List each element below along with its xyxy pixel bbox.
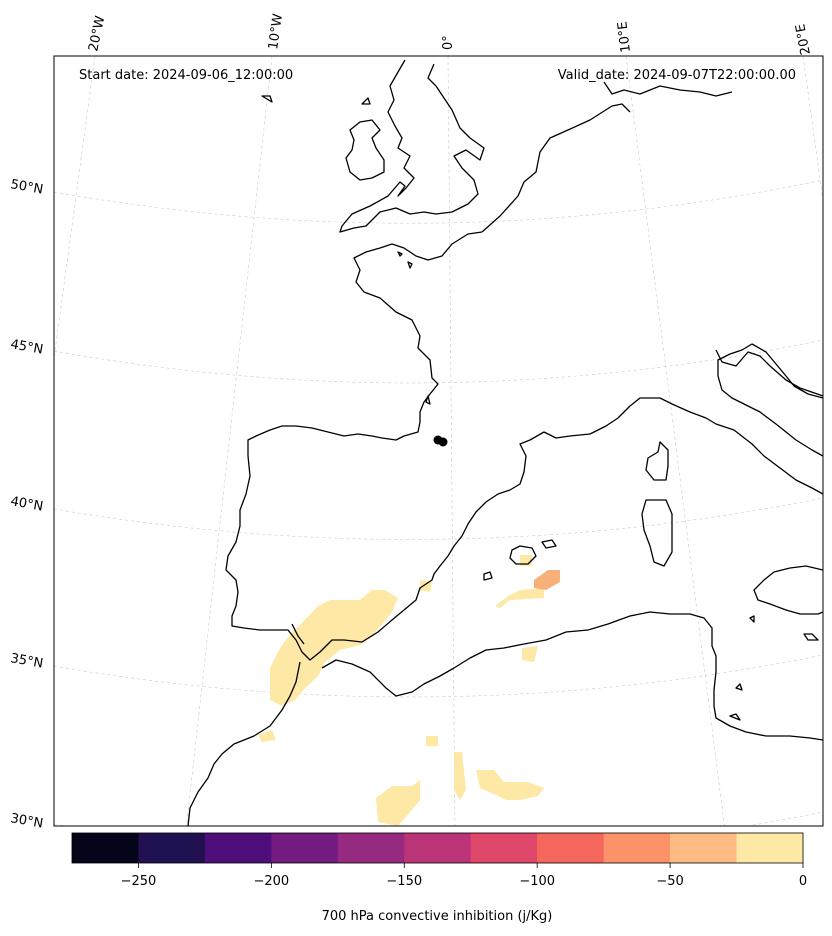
- coast-italy: [717, 343, 823, 457]
- coast-small-islands-channel: [397, 251, 413, 269]
- colorbar-tick-label: 0: [799, 874, 807, 889]
- colorbar-tick-label: −100: [519, 874, 555, 889]
- colorbar-frame: [71, 832, 804, 864]
- colorbar: [72, 833, 804, 863]
- coast-gironde: [425, 395, 431, 405]
- colorbar-segment: [271, 833, 339, 863]
- coast-adriatic: [715, 349, 823, 397]
- cin-area-sahara-4: [476, 770, 544, 800]
- colorbar-segment: [603, 833, 671, 863]
- coast-great-britain: [339, 59, 485, 233]
- lat-label-45n: 45°N: [9, 337, 44, 357]
- cin-area-med-east: [495, 588, 544, 608]
- cin-area-sahara-1: [426, 736, 438, 746]
- coast-north-africa: [321, 611, 823, 741]
- colorbar-title: 700 hPa convective inhibition (j/Kg): [322, 909, 553, 924]
- colorbar-segment: [72, 833, 139, 863]
- cin-area-morocco-south: [258, 730, 276, 742]
- station-marker: [433, 435, 448, 447]
- cin-area-sahara-3: [454, 752, 466, 800]
- coast-ireland: [345, 119, 385, 181]
- lon-label-0: 0°: [441, 35, 456, 50]
- coast-ibiza: [483, 571, 493, 581]
- colorbar-segment: [204, 833, 272, 863]
- coast-small-islands-south: [729, 615, 819, 721]
- colorbar-tick-label: −50: [656, 874, 683, 889]
- lat-label-40n: 40°N: [9, 494, 44, 514]
- coast-gibraltar: [291, 623, 305, 645]
- lat-label-30n: 30°N: [9, 811, 44, 831]
- map-area: [54, 56, 823, 826]
- lon-label-20w: 20°W: [86, 14, 108, 52]
- coast-morocco-atlantic: [187, 661, 301, 826]
- start-date-label: Start date: 2024-09-06_12:00:00: [79, 68, 293, 83]
- lat-label-35n: 35°N: [9, 651, 44, 671]
- lon-label-10e: 10°E: [615, 20, 634, 53]
- graticule: [54, 56, 823, 826]
- cin-area-sahara-2: [376, 780, 420, 826]
- colorbar-segment: [404, 833, 472, 863]
- cin-area-alboran: [270, 590, 398, 706]
- cin-area-algeria: [522, 646, 538, 662]
- lon-label-20e: 20°E: [793, 23, 814, 57]
- colorbar-segment: [537, 833, 605, 863]
- colorbar-tick-label: −200: [254, 874, 290, 889]
- cin-field: [258, 555, 544, 826]
- coast-france-west: [225, 231, 823, 661]
- coast-small-islands-north: [261, 95, 371, 105]
- lat-label-50n: 50°N: [9, 177, 44, 197]
- colorbar-ticks: −250 −200 −150 −100 −50 0: [121, 863, 807, 889]
- lon-label-10w: 10°W: [266, 13, 286, 51]
- coast-netherlands: [481, 103, 631, 233]
- coast-menorca: [541, 539, 557, 549]
- coast-denmark: [603, 81, 733, 97]
- valid-date-label: Valid_date: 2024-09-07T22:00:00.00: [558, 68, 796, 83]
- colorbar-tick-label: −250: [121, 874, 157, 889]
- map-frame: [53, 55, 824, 827]
- coast-italy-south: [753, 565, 823, 615]
- colorbar-segment: [736, 833, 804, 863]
- colorbar-segment: [670, 833, 738, 863]
- colorbar-tick-label: −150: [386, 874, 422, 889]
- coast-sardinia: [641, 499, 673, 567]
- colorbar-segment: [138, 833, 206, 863]
- colorbar-segment: [337, 833, 405, 863]
- cin-area-southspain: [420, 580, 432, 592]
- colorbar-segment: [470, 833, 538, 863]
- coast-mallorca: [509, 545, 537, 565]
- cin-area-strong: [534, 570, 560, 590]
- coast-corsica: [645, 441, 669, 481]
- coastlines: [187, 59, 823, 826]
